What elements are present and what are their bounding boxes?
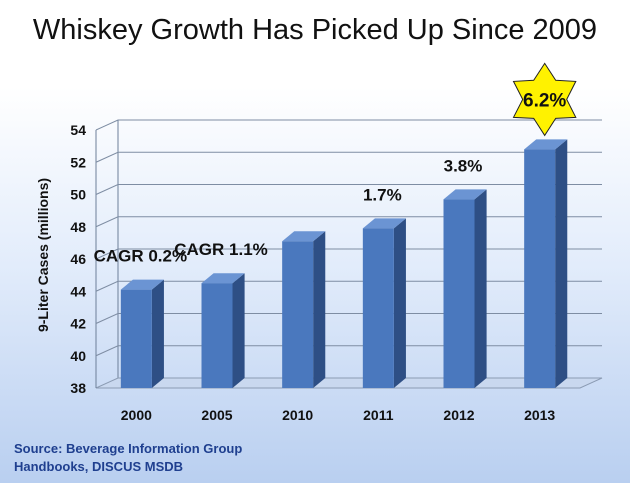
gridline — [95, 151, 602, 163]
bar-front — [443, 199, 475, 388]
gridline — [95, 119, 602, 131]
y-tick-label: 46 — [70, 251, 86, 267]
bar-top — [362, 218, 406, 229]
data-label: 6.2% — [523, 90, 566, 111]
bar-2012 — [443, 189, 487, 388]
bar-2013 — [524, 139, 568, 388]
bar-top — [120, 279, 164, 290]
y-tick-label: 48 — [70, 219, 86, 235]
bar-front — [201, 283, 233, 388]
bar-side — [555, 139, 568, 388]
gridline — [95, 216, 602, 228]
gridline — [95, 280, 602, 292]
x-tick-label: 2012 — [443, 407, 474, 423]
x-tick-label: 2013 — [524, 407, 555, 423]
bar-top — [524, 139, 568, 150]
bar-2011 — [362, 218, 406, 388]
highlight-star — [512, 62, 577, 137]
y-tick-label: 44 — [70, 283, 86, 299]
bar-front — [362, 228, 394, 388]
bar-side — [151, 279, 164, 388]
bar-2005 — [201, 273, 245, 388]
x-tick-label: 2000 — [121, 407, 152, 423]
y-axis-label: 9-Liter Cases (millions) — [35, 178, 51, 332]
x-tick-label: 2005 — [201, 407, 232, 423]
bar-side — [474, 189, 487, 388]
bar-top — [282, 231, 326, 242]
gridline — [95, 184, 602, 195]
source-note: Source: Beverage Information Group Handb… — [14, 440, 242, 476]
gridline — [95, 313, 602, 324]
y-tick-label: 42 — [70, 316, 86, 332]
bar-side — [232, 273, 245, 388]
y-tick-label: 52 — [70, 154, 86, 170]
source-line-2: Handbooks, DISCUS MSDB — [14, 459, 184, 474]
data-label: 1.7% — [363, 185, 402, 204]
gridline — [95, 248, 602, 260]
bar-top — [201, 273, 245, 284]
chart-title: Whiskey Growth Has Picked Up Since 2009 — [32, 14, 598, 46]
data-label: CAGR 0.2% — [94, 247, 188, 266]
bar-2010 — [282, 231, 326, 388]
bar-front — [120, 289, 152, 388]
y-tick-label: 38 — [70, 380, 86, 396]
x-tick-label: 2011 — [363, 407, 394, 423]
gridline — [95, 345, 602, 357]
bar-top — [443, 189, 487, 200]
y-tick-label: 54 — [70, 122, 86, 138]
bar-side — [313, 231, 326, 388]
data-label: 3.8% — [444, 156, 483, 175]
bar-front — [524, 149, 556, 388]
data-label: CAGR 1.1% — [174, 240, 268, 259]
bar-2000 — [120, 279, 164, 388]
y-tick-label: 40 — [70, 348, 86, 364]
y-tick-label: 50 — [70, 187, 86, 203]
source-line-1: Source: Beverage Information Group — [14, 441, 243, 456]
x-tick-label: 2010 — [282, 407, 313, 423]
bar-side — [393, 218, 406, 388]
bar-front — [282, 241, 314, 388]
